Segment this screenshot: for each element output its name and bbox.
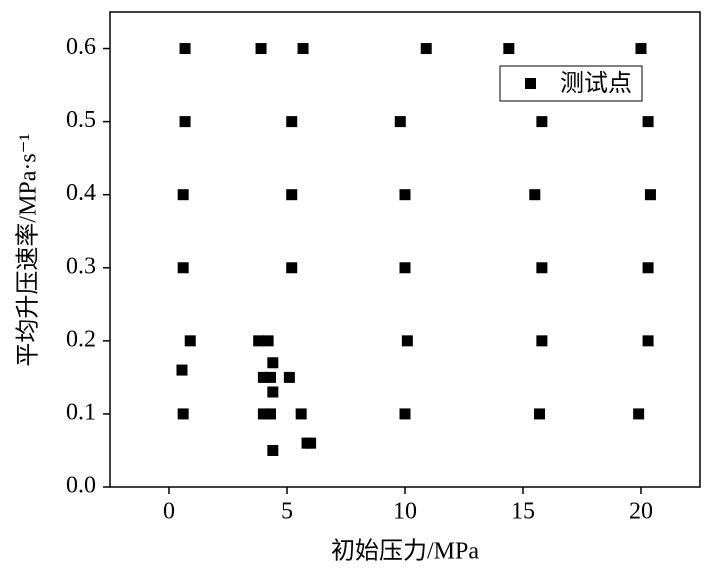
x-tick-label: 20 xyxy=(629,499,653,525)
y-tick-label: 0.4 xyxy=(66,180,96,206)
scatter-point xyxy=(286,189,298,201)
scatter-point xyxy=(179,116,191,128)
legend-label: 测试点 xyxy=(560,69,632,97)
scatter-point xyxy=(503,43,515,55)
scatter-point xyxy=(267,386,279,398)
scatter-point xyxy=(286,262,298,274)
x-tick-label: 5 xyxy=(281,499,293,525)
y-tick-label: 0.2 xyxy=(66,326,96,352)
scatter-point xyxy=(177,189,189,201)
scatter-point xyxy=(295,408,307,420)
scatter-point xyxy=(401,335,413,347)
scatter-point xyxy=(257,371,269,383)
scatter-point xyxy=(176,364,188,376)
scatter-point xyxy=(267,444,279,456)
x-tick-label: 15 xyxy=(511,499,535,525)
scatter-point xyxy=(297,43,309,55)
y-tick-label: 0.1 xyxy=(66,399,96,425)
scatter-point xyxy=(177,408,189,420)
scatter-point xyxy=(267,357,279,369)
scatter-point xyxy=(420,43,432,55)
x-axis-label: 初始压力/MPa xyxy=(331,538,479,565)
scatter-point xyxy=(642,335,654,347)
scatter-point xyxy=(264,408,276,420)
y-tick-label: 0.5 xyxy=(66,107,96,133)
scatter-point xyxy=(286,116,298,128)
scatter-point xyxy=(264,371,276,383)
scatter-point xyxy=(536,262,548,274)
scatter-point xyxy=(534,408,546,420)
scatter-point xyxy=(177,262,189,274)
scatter-point xyxy=(644,189,656,201)
x-tick-label: 0 xyxy=(163,499,175,525)
scatter-point xyxy=(253,335,265,347)
y-tick-label: 0.3 xyxy=(66,253,96,279)
scatter-point xyxy=(305,437,317,449)
scatter-point xyxy=(529,189,541,201)
legend-marker xyxy=(525,78,536,89)
scatter-point xyxy=(262,335,274,347)
scatter-point xyxy=(642,262,654,274)
scatter-point xyxy=(633,408,645,420)
y-tick-label: 0.0 xyxy=(66,473,96,499)
legend-box xyxy=(499,65,643,102)
scatter-point xyxy=(283,371,295,383)
scatter-point xyxy=(255,43,267,55)
scatter-point xyxy=(536,116,548,128)
y-axis-label: 平均升压速率/MPa·s⁻¹ xyxy=(15,133,42,366)
scatter-point xyxy=(642,116,654,128)
scatter-point xyxy=(399,189,411,201)
scatter-point xyxy=(394,116,406,128)
scatter-point xyxy=(184,335,196,347)
scatter-point xyxy=(399,262,411,274)
scatter-point xyxy=(399,408,411,420)
scatter-point xyxy=(179,43,191,55)
y-tick-label: 0.6 xyxy=(66,34,96,60)
scatter-point xyxy=(635,43,647,55)
x-tick-label: 10 xyxy=(393,499,417,525)
scatter-point xyxy=(257,408,269,420)
scatter-point xyxy=(536,335,548,347)
